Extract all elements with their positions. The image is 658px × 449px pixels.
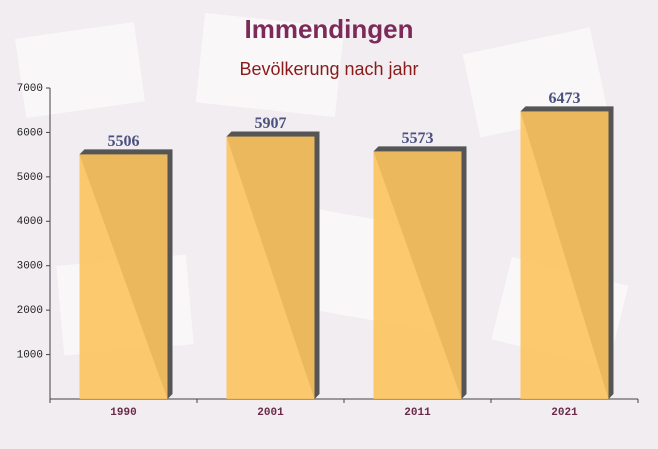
value-label: 5907 <box>255 115 287 132</box>
bar <box>79 154 168 399</box>
value-label: 5506 <box>108 133 140 150</box>
value-label: 6473 <box>549 90 581 107</box>
y-tick-label: 3000 <box>17 261 43 273</box>
bar <box>226 136 315 399</box>
y-tick-label: 5000 <box>17 172 43 184</box>
y-tick-label: 7000 <box>17 83 43 95</box>
chart-subtitle: Bevölkerung nach jahr <box>239 59 418 79</box>
x-tick-label: 2001 <box>257 407 284 419</box>
y-tick-label: 6000 <box>17 127 43 139</box>
x-tick-label: 2011 <box>404 407 431 419</box>
x-tick-label: 1990 <box>110 407 136 419</box>
chart-title: Immendingen <box>244 14 413 44</box>
y-tick-label: 2000 <box>17 305 43 317</box>
bar <box>520 111 609 400</box>
y-tick-label: 4000 <box>17 216 43 228</box>
y-tick-label: 1000 <box>17 349 43 361</box>
value-label: 5573 <box>402 130 434 147</box>
bar <box>373 151 462 399</box>
x-tick-label: 2021 <box>551 407 578 419</box>
